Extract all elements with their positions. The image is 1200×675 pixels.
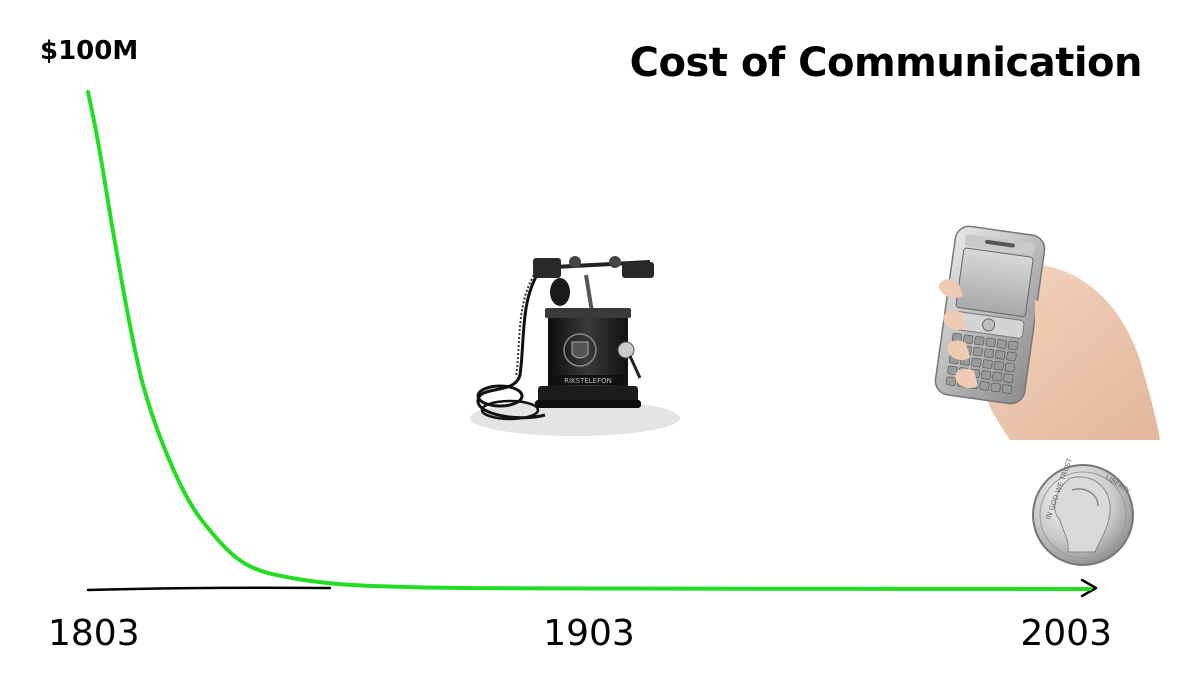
phone-key: [996, 339, 1007, 349]
series-line-0: [86, 90, 1092, 591]
chart-title: Cost of Communication: [629, 40, 1143, 86]
phone-key: [1006, 351, 1017, 362]
y-max-label: $100M: [40, 36, 139, 66]
antique-telephone-icon: RIKSTELEFON: [470, 256, 680, 436]
x-tick-labels: 1803 1903 2003: [48, 613, 1112, 654]
x-axis-arrowhead: [1080, 578, 1098, 598]
phone-key: [972, 346, 983, 357]
phone-key: [979, 381, 990, 391]
nickel-coin-icon: IN GOD WE TRUST LIBERTY: [1032, 457, 1134, 566]
phone-key: [980, 370, 992, 380]
phone-key: [1003, 373, 1014, 383]
phone-key: [995, 350, 1006, 360]
x-tick-label: 2003: [1020, 613, 1112, 654]
phone-key: [982, 359, 993, 369]
phone-key: [963, 334, 974, 344]
phone-key: [983, 348, 995, 358]
phone-key: [992, 371, 1003, 382]
x-axis: [86, 578, 1098, 598]
phone-key: [974, 336, 985, 346]
phone-key: [947, 365, 958, 376]
phone-key: [1007, 340, 1019, 351]
svg-text:RIKSTELEFON: RIKSTELEFON: [564, 377, 612, 385]
phone-key: [1004, 362, 1016, 372]
phone-key: [1001, 384, 1012, 394]
x-axis-line: [86, 586, 332, 592]
x-tick-label: 1803: [48, 613, 140, 654]
phone-key: [985, 337, 996, 348]
x-tick-label: 1903: [543, 613, 635, 654]
phone-key: [971, 357, 982, 368]
series-layer: [86, 90, 1092, 591]
phone-key: [993, 361, 1004, 371]
mobile-phone-icon: [934, 225, 1160, 440]
phone-key: [945, 376, 957, 386]
phone-key: [990, 382, 1001, 393]
